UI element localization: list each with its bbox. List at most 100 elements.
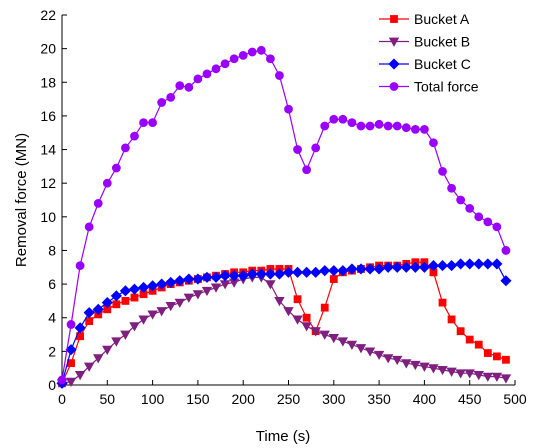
data-point — [446, 260, 458, 272]
data-point — [455, 369, 466, 379]
legend-marker — [388, 37, 400, 47]
data-point — [328, 265, 340, 277]
data-point — [92, 303, 104, 315]
data-point — [157, 98, 167, 107]
x-tick-label: 100 — [141, 391, 165, 407]
data-point — [456, 327, 465, 336]
data-point — [229, 54, 239, 64]
data-point — [293, 295, 302, 304]
data-point — [329, 114, 339, 124]
data-point — [238, 50, 248, 60]
data-point — [401, 123, 411, 133]
series-total-force — [57, 45, 511, 385]
data-point — [102, 345, 113, 355]
x-tick-label: 0 — [58, 391, 66, 407]
x-tick-label: 400 — [413, 391, 437, 407]
y-tick-label: 0 — [48, 377, 56, 393]
data-point — [111, 163, 121, 173]
data-point — [283, 307, 294, 317]
data-point — [383, 121, 393, 131]
legend-marker — [388, 58, 400, 70]
data-point — [301, 266, 313, 278]
series-line — [61, 261, 507, 384]
data-point — [264, 268, 276, 280]
data-point — [465, 204, 475, 213]
data-point — [110, 290, 122, 302]
data-point — [184, 82, 194, 92]
data-point — [282, 266, 295, 278]
data-point — [292, 315, 303, 325]
data-point — [219, 280, 231, 290]
data-point — [65, 377, 77, 387]
data-point — [156, 307, 167, 317]
data-point — [85, 317, 94, 325]
series-line — [61, 263, 507, 384]
data-point — [130, 293, 139, 302]
data-point — [228, 270, 240, 282]
data-point — [220, 59, 230, 69]
data-point — [138, 315, 149, 325]
data-point — [210, 283, 222, 293]
data-point — [310, 266, 322, 278]
data-point — [121, 143, 130, 153]
data-point — [446, 367, 457, 377]
data-point — [491, 372, 503, 382]
data-point — [447, 183, 456, 193]
data-point — [302, 313, 311, 322]
data-point — [311, 143, 321, 153]
data-point — [373, 263, 385, 275]
x-tick-label: 200 — [232, 391, 256, 407]
data-point — [501, 246, 511, 255]
data-point — [83, 307, 95, 319]
y-tick-label: 16 — [40, 108, 56, 124]
data-point — [201, 271, 213, 283]
data-point — [319, 265, 331, 277]
data-point — [355, 344, 367, 354]
data-point — [74, 322, 86, 334]
data-point — [255, 268, 267, 280]
data-point — [291, 266, 304, 278]
data-point — [102, 178, 112, 188]
data-point — [246, 268, 258, 280]
data-point — [500, 275, 512, 287]
data-point — [120, 330, 131, 340]
legend-entry: Total force — [379, 79, 479, 95]
data-point — [201, 286, 213, 297]
x-tick-label: 50 — [100, 391, 116, 407]
data-point — [156, 278, 168, 290]
y-axis-label: Removal force (MN) — [13, 133, 30, 267]
data-point — [111, 337, 122, 347]
data-point — [391, 261, 403, 273]
data-point — [337, 337, 349, 347]
series-layer — [56, 45, 512, 389]
data-point — [320, 303, 329, 312]
data-point — [436, 260, 449, 272]
data-point — [409, 261, 421, 273]
data-point — [301, 322, 312, 332]
data-point — [101, 297, 113, 309]
data-point — [93, 354, 104, 364]
data-point — [174, 275, 186, 287]
data-point — [247, 47, 257, 57]
data-point — [193, 74, 203, 84]
data-point — [374, 119, 384, 129]
data-point — [410, 124, 420, 134]
x-tick-label: 150 — [186, 391, 210, 407]
data-point — [373, 350, 385, 361]
series-line — [61, 49, 507, 381]
data-point — [265, 54, 275, 64]
data-point — [419, 124, 429, 134]
data-point — [320, 121, 330, 131]
data-point — [237, 270, 249, 282]
data-point — [84, 222, 94, 232]
data-point — [455, 258, 467, 270]
data-point — [202, 69, 212, 79]
data-point — [165, 302, 176, 312]
data-point — [410, 360, 421, 371]
data-point — [465, 335, 474, 344]
data-point — [474, 212, 484, 222]
data-point — [210, 271, 222, 283]
data-point — [482, 372, 494, 382]
data-point — [74, 371, 86, 381]
